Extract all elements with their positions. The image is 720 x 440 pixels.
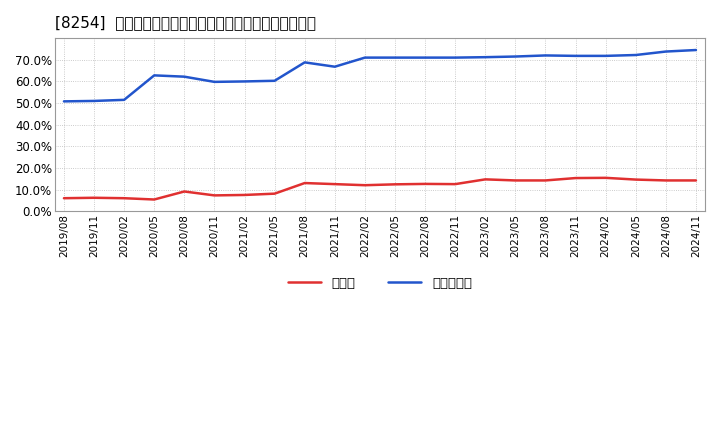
- 現預金: [120, 195, 128, 201]
- 現預金: [662, 178, 670, 183]
- 有利子負債: [300, 60, 309, 65]
- 現預金: [571, 176, 580, 181]
- 有利子負債: [601, 53, 610, 59]
- 現預金: [692, 178, 701, 183]
- 有利子負債: [330, 64, 339, 70]
- 現預金: [420, 181, 429, 187]
- Legend: 現預金, 有利子負債: 現預金, 有利子負債: [283, 271, 477, 295]
- Line: 現預金: 現預金: [64, 178, 696, 199]
- 有利子負債: [692, 48, 701, 53]
- 有利子負債: [60, 99, 68, 104]
- 現預金: [270, 191, 279, 196]
- 有利子負債: [120, 97, 128, 103]
- 有利子負債: [662, 49, 670, 54]
- 現預金: [240, 192, 249, 198]
- 有利子負債: [240, 79, 249, 84]
- 有利子負債: [631, 52, 640, 58]
- 現預金: [541, 178, 550, 183]
- 有利子負債: [451, 55, 459, 60]
- 現預金: [451, 181, 459, 187]
- 有利子負債: [391, 55, 400, 60]
- 現預金: [330, 181, 339, 187]
- 現預金: [601, 175, 610, 180]
- 現預金: [361, 183, 369, 188]
- 有利子負債: [361, 55, 369, 60]
- 有利子負債: [180, 74, 189, 79]
- 現預金: [150, 197, 158, 202]
- 有利子負債: [541, 53, 550, 58]
- 現預金: [90, 195, 99, 200]
- 現預金: [180, 189, 189, 194]
- 有利子負債: [511, 54, 520, 59]
- 現預金: [511, 178, 520, 183]
- 現預金: [300, 180, 309, 186]
- 有利子負債: [150, 73, 158, 78]
- 有利子負債: [270, 78, 279, 84]
- 有利子負債: [420, 55, 429, 60]
- 有利子負債: [90, 98, 99, 103]
- 有利子負債: [481, 55, 490, 60]
- 現預金: [631, 177, 640, 182]
- Text: [8254]  現預金、有利子負債の総資産に対する比率の推移: [8254] 現預金、有利子負債の総資産に対する比率の推移: [55, 15, 316, 30]
- 現預金: [60, 195, 68, 201]
- 現預金: [391, 182, 400, 187]
- 現預金: [210, 193, 219, 198]
- 有利子負債: [210, 79, 219, 84]
- 現預金: [481, 177, 490, 182]
- 有利子負債: [571, 53, 580, 59]
- Line: 有利子負債: 有利子負債: [64, 50, 696, 101]
